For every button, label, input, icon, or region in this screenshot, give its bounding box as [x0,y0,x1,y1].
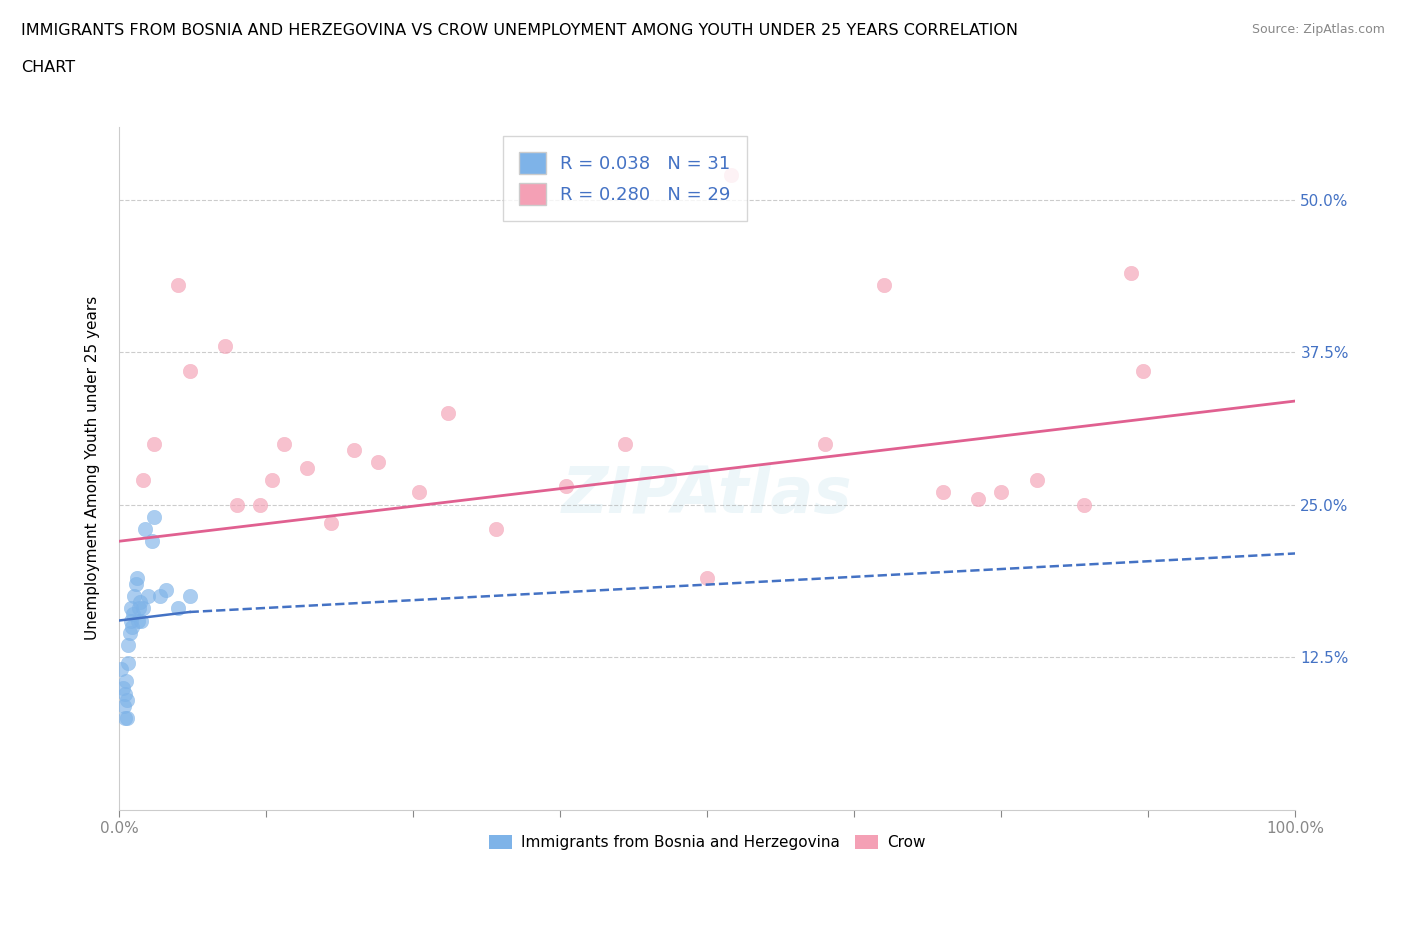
Point [408,485,430,500]
Point [966,491,988,506]
Point [122,607,145,622]
Point [1073,498,1095,512]
Point [555,479,578,494]
Point [260,472,283,487]
Point [155,582,177,597]
Point [124,577,146,591]
Point [117,637,139,652]
Point [814,436,837,451]
Point [128,601,150,616]
Point [343,443,366,458]
Point [149,589,172,604]
Point [720,168,742,183]
Point [134,522,156,537]
Point [225,498,247,512]
Point [124,589,146,604]
Text: ZIPAtlas: ZIPAtlas [562,464,852,526]
Point [131,613,153,628]
Text: IMMIGRANTS FROM BOSNIA AND HERZEGOVINA VS CROW UNEMPLOYMENT AMONG YOUTH UNDER 25: IMMIGRANTS FROM BOSNIA AND HERZEGOVINA V… [21,23,1018,38]
Text: Source: ZipAtlas.com: Source: ZipAtlas.com [1251,23,1385,36]
Point [931,485,953,500]
Point [131,472,153,487]
Point [120,601,142,616]
Point [437,405,460,420]
Point [214,339,236,353]
Point [319,515,342,530]
Point [1119,265,1142,280]
Point [990,485,1012,500]
Point [112,698,135,713]
Point [167,278,190,293]
Point [179,363,201,378]
Point [129,595,152,610]
Point [138,589,160,604]
Point [249,498,271,512]
Point [179,589,201,604]
Point [114,711,136,725]
Point [117,711,139,725]
Point [141,534,163,549]
Point [873,278,896,293]
Point [1025,472,1047,487]
Point [297,460,319,475]
Point [127,613,149,628]
Legend: Immigrants from Bosnia and Herzegovina, Crow: Immigrants from Bosnia and Herzegovina, … [482,830,932,857]
Text: CHART: CHART [21,60,75,75]
Point [273,436,295,451]
Point [613,436,636,451]
Point [117,692,139,707]
Point [143,436,166,451]
Point [484,522,506,537]
Point [114,686,136,701]
Point [118,625,141,640]
Point [121,619,143,634]
Point [110,662,132,677]
Point [125,570,148,585]
Y-axis label: Unemployment Among Youth under 25 years: Unemployment Among Youth under 25 years [86,296,100,640]
Point [167,601,190,616]
Point [367,455,389,470]
Point [696,570,718,585]
Point [115,674,138,689]
Point [143,510,166,525]
Point [117,656,139,671]
Point [111,680,134,695]
Point [131,601,153,616]
Point [120,613,142,628]
Point [1132,363,1154,378]
